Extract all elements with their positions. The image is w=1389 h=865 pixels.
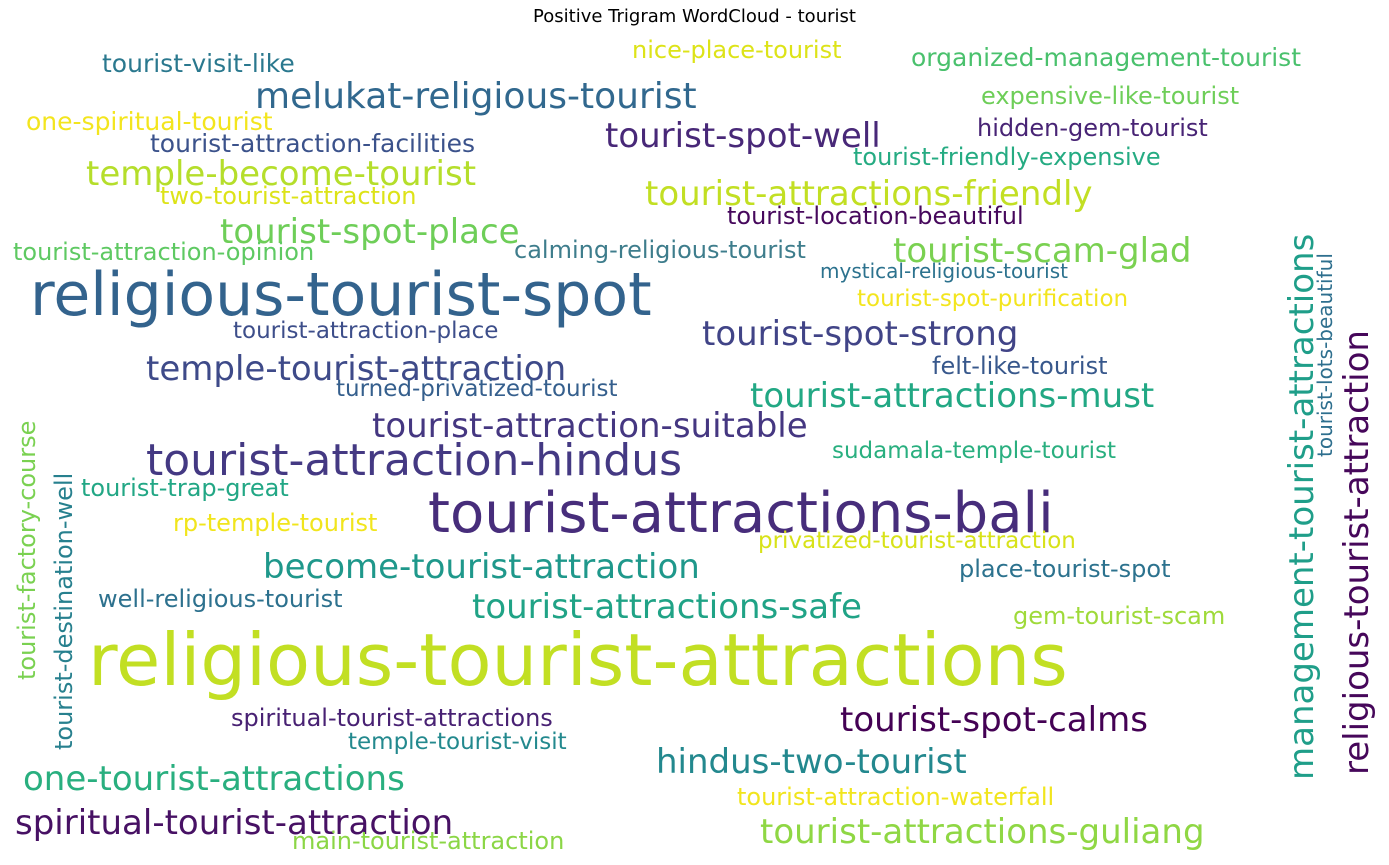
word-privatized-tourist-attraction: privatized-tourist-attraction (758, 528, 1076, 554)
word-spiritual-tourist-attractions: spiritual-tourist-attractions (231, 704, 553, 732)
word-tourist-attractions-friendly: tourist-attractions-friendly (645, 174, 1093, 214)
word-tourist-spot-well: tourist-spot-well (605, 116, 881, 156)
word-tourist-trap-great: tourist-trap-great (81, 474, 289, 502)
word-well-religious-tourist: well-religious-tourist (98, 585, 343, 613)
word-hindus-two-tourist: hindus-two-tourist (656, 742, 967, 782)
word-tourist-attraction-waterfall: tourist-attraction-waterfall (737, 783, 1054, 811)
word-tourist-location-beautiful: tourist-location-beautiful (727, 202, 1024, 230)
word-tourist-attractions-guliang: tourist-attractions-guliang (760, 812, 1205, 852)
word-tourist-attractions-safe: tourist-attractions-safe (472, 587, 862, 627)
word-tourist-spot-purification: tourist-spot-purification (857, 286, 1128, 312)
word-spiritual-tourist-attraction: spiritual-tourist-attraction (15, 803, 453, 843)
word-tourist-visit-like: tourist-visit-like (102, 49, 295, 78)
word-expensive-like-tourist: expensive-like-tourist (981, 82, 1239, 110)
word-religious-tourist-attraction: religious-tourist-attraction (1337, 330, 1377, 775)
word-hidden-gem-tourist: hidden-gem-tourist (977, 114, 1208, 142)
word-tourist-scam-glad: tourist-scam-glad (893, 231, 1192, 271)
word-tourist-attraction-facilities: tourist-attraction-facilities (150, 129, 475, 158)
word-tourist-attraction-hindus: tourist-attraction-hindus (146, 435, 682, 486)
word-one-tourist-attractions: one-tourist-attractions (23, 759, 405, 799)
word-tourist-attraction-place: tourist-attraction-place (233, 318, 498, 344)
word-two-tourist-attraction: two-tourist-attraction (160, 182, 417, 210)
word-tourist-attraction-opinion: tourist-attraction-opinion (13, 238, 314, 266)
word-nice-place-tourist: nice-place-tourist (632, 36, 841, 64)
word-calming-religious-tourist: calming-religious-tourist (514, 236, 806, 264)
chart-title: Positive Trigram WordCloud - tourist (533, 6, 856, 27)
word-religious-tourist-spot: religious-tourist-spot (30, 260, 652, 330)
word-tourist-lots-beautiful: tourist-lots-beautiful (1313, 253, 1337, 457)
word-gem-tourist-scam: gem-tourist-scam (1013, 602, 1225, 630)
word-turned-privatized-tourist: turned-privatized-tourist (336, 376, 617, 402)
word-temple-become-tourist: temple-become-tourist (86, 154, 476, 194)
word-tourist-attractions-must: tourist-attractions-must (750, 376, 1154, 416)
word-become-tourist-attraction: become-tourist-attraction (263, 547, 700, 587)
word-religious-tourist-attractions: religious-tourist-attractions (88, 618, 1068, 702)
word-mystical-religious-tourist: mystical-religious-tourist (820, 259, 1068, 283)
word-temple-tourist-attraction: temple-tourist-attraction (146, 349, 566, 389)
word-rp-temple-tourist: rp-temple-tourist (173, 509, 377, 537)
word-felt-like-tourist: felt-like-tourist (932, 352, 1108, 380)
word-management-tourist-attractions: management-tourist-attractions (1282, 234, 1322, 780)
word-tourist-factory-course: tourist-factory-course (13, 421, 41, 680)
word-tourist-attraction-suitable: tourist-attraction-suitable (372, 406, 808, 446)
word-main-tourist-attraction: main-tourist-attraction (292, 827, 564, 855)
word-sudamala-temple-tourist: sudamala-temple-tourist (832, 438, 1116, 464)
word-tourist-spot-calms: tourist-spot-calms (840, 700, 1148, 740)
word-tourist-friendly-expensive: tourist-friendly-expensive (853, 143, 1161, 171)
word-tourist-attractions-bali: tourist-attractions-bali (428, 481, 1054, 546)
word-one-spiritual-tourist: one-spiritual-tourist (26, 107, 273, 136)
word-organized-management-tourist: organized-management-tourist (911, 43, 1301, 72)
word-melukat-religious-tourist: melukat-religious-tourist (255, 76, 697, 117)
word-tourist-destination-well: tourist-destination-well (50, 473, 78, 750)
word-place-tourist-spot: place-tourist-spot (959, 555, 1170, 583)
word-tourist-spot-strong: tourist-spot-strong (702, 314, 1018, 354)
word-tourist-spot-place: tourist-spot-place (220, 212, 520, 252)
word-temple-tourist-visit: temple-tourist-visit (348, 729, 567, 755)
